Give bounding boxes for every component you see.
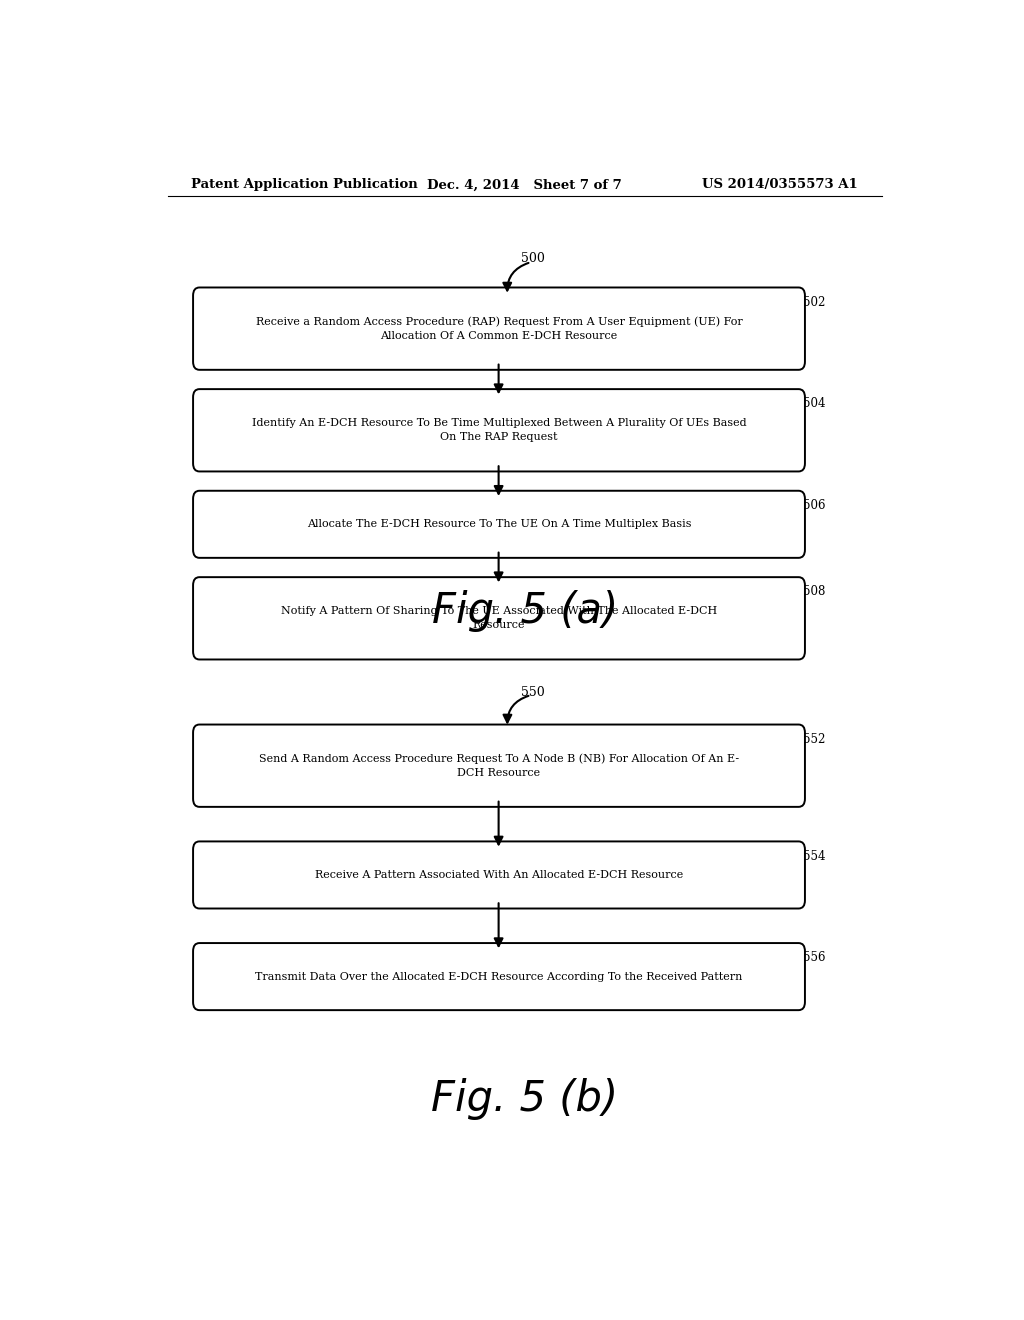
Text: Receive a Random Access Procedure (RAP) Request From A User Equipment (UE) For
A: Receive a Random Access Procedure (RAP) … <box>256 317 742 341</box>
Text: 506: 506 <box>803 499 825 512</box>
Text: Transmit Data Over the Allocated E-DCH Resource According To the Received Patter: Transmit Data Over the Allocated E-DCH R… <box>255 972 742 982</box>
Text: Receive A Pattern Associated With An Allocated E-DCH Resource: Receive A Pattern Associated With An All… <box>315 870 683 880</box>
Text: Patent Application Publication: Patent Application Publication <box>191 178 418 191</box>
Text: Dec. 4, 2014   Sheet 7 of 7: Dec. 4, 2014 Sheet 7 of 7 <box>427 178 623 191</box>
Text: Notify A Pattern Of Sharing To The UE Associated With The Allocated E-DCH
Resour: Notify A Pattern Of Sharing To The UE As… <box>281 606 717 631</box>
FancyBboxPatch shape <box>194 577 805 660</box>
Text: Fig. 5 (a): Fig. 5 (a) <box>432 590 617 632</box>
Text: 508: 508 <box>803 585 825 598</box>
FancyBboxPatch shape <box>194 725 805 807</box>
FancyBboxPatch shape <box>194 491 805 558</box>
FancyBboxPatch shape <box>194 389 805 471</box>
Text: US 2014/0355573 A1: US 2014/0355573 A1 <box>702 178 858 191</box>
Text: 552: 552 <box>803 733 825 746</box>
Text: 500: 500 <box>521 252 545 265</box>
Text: 502: 502 <box>803 296 825 309</box>
Text: 504: 504 <box>803 397 825 411</box>
Text: Identify An E-DCH Resource To Be Time Multiplexed Between A Plurality Of UEs Bas: Identify An E-DCH Resource To Be Time Mu… <box>252 418 746 442</box>
Text: Allocate The E-DCH Resource To The UE On A Time Multiplex Basis: Allocate The E-DCH Resource To The UE On… <box>307 519 691 529</box>
Text: Fig. 5 (b): Fig. 5 (b) <box>431 1077 618 1119</box>
FancyBboxPatch shape <box>194 841 805 908</box>
FancyBboxPatch shape <box>194 288 805 370</box>
Text: 556: 556 <box>803 952 825 964</box>
Text: 554: 554 <box>803 850 825 862</box>
Text: Send A Random Access Procedure Request To A Node B (NB) For Allocation Of An E-
: Send A Random Access Procedure Request T… <box>259 754 739 777</box>
Text: 550: 550 <box>521 686 545 700</box>
FancyBboxPatch shape <box>194 942 805 1010</box>
